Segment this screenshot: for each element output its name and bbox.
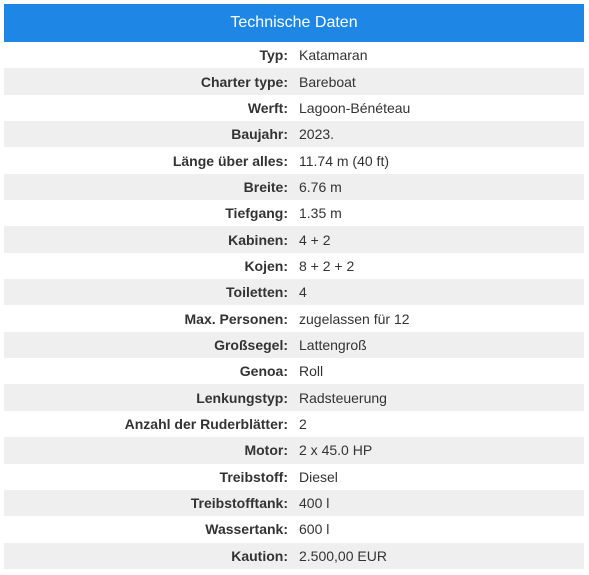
spec-value: 600 l — [299, 521, 330, 538]
spec-row-kaution: Kaution: 2.500,00 EUR — [4, 542, 584, 569]
spec-row-genoa: Genoa: Roll — [4, 358, 584, 384]
spec-value: Katamaran — [299, 47, 368, 64]
spec-value: 6.76 m — [299, 178, 342, 195]
spec-row-breite: Breite: 6.76 m — [4, 173, 584, 201]
spec-row-werft: Werft: Lagoon-Bénéteau — [4, 95, 584, 121]
spec-row-max-personen: Max. Personen: zugelassen für 12 — [4, 305, 584, 331]
spec-value: 400 l — [299, 495, 330, 512]
spec-row-grosssegel: Großsegel: Lattengroß — [4, 331, 584, 359]
spec-label: Breite: — [243, 178, 288, 195]
spec-value: 4 — [299, 284, 307, 301]
spec-label: Typ: — [259, 47, 288, 64]
spec-label: Wassertank: — [205, 521, 288, 538]
spec-row-baujahr: Baujahr: 2023. — [4, 121, 584, 148]
spec-value: 4 + 2 — [299, 231, 331, 248]
spec-row-lenkungstyp: Lenkungstyp: Radsteuerung — [4, 384, 584, 411]
spec-row-treibstofftank: Treibstofftank: 400 l — [4, 489, 584, 517]
spec-label: Kaution: — [231, 547, 288, 564]
spec-value: Lattengroß — [299, 336, 367, 353]
spec-label: Charter type: — [200, 73, 288, 90]
spec-row-toiletten: Toiletten: 4 — [4, 279, 584, 306]
spec-row-kojen: Kojen: 8 + 2 + 2 — [4, 253, 584, 279]
spec-value: 2.500,00 EUR — [299, 547, 387, 564]
spec-value: Diesel — [299, 468, 338, 485]
spec-label: Treibstoff: — [219, 468, 288, 485]
spec-row-ruderblaetter: Anzahl der Ruderblätter: 2 — [4, 411, 584, 437]
spec-label: Max. Personen: — [184, 310, 288, 327]
spec-label: Baujahr: — [231, 126, 288, 143]
spec-value: zugelassen für 12 — [299, 310, 410, 327]
spec-value: Lagoon-Bénéteau — [299, 99, 411, 116]
spec-label: Treibstofftank: — [190, 495, 288, 512]
spec-value: 2023. — [299, 126, 335, 143]
spec-row-typ: Typ: Katamaran — [4, 42, 584, 68]
spec-row-motor: Motor: 2 x 45.0 HP — [4, 437, 584, 464]
spec-row-laenge: Länge über alles: 11.74 m (40 ft) — [4, 147, 584, 173]
spec-row-kabinen: Kabinen: 4 + 2 — [4, 226, 584, 253]
spec-label: Kabinen: — [228, 231, 288, 248]
spec-value: Bareboat — [299, 73, 356, 90]
spec-row-tiefgang: Tiefgang: 1.35 m — [4, 200, 584, 226]
spec-row-wassertank: Wassertank: 600 l — [4, 516, 584, 542]
spec-value: 11.74 m (40 ft) — [299, 152, 390, 169]
spec-value: Radsteuerung — [299, 389, 387, 406]
spec-label: Lenkungstyp: — [196, 389, 288, 406]
spec-row-charter-type: Charter type: Bareboat — [4, 68, 584, 95]
technical-data-panel: Technische Daten Typ: Katamaran Charter … — [4, 4, 584, 569]
spec-label: Werft: — [247, 99, 288, 116]
spec-label: Anzahl der Ruderblätter: — [124, 415, 288, 432]
specs-table: Typ: Katamaran Charter type: Bareboat We… — [4, 42, 584, 569]
spec-label: Genoa: — [239, 363, 288, 380]
spec-value: 1.35 m — [299, 205, 342, 222]
panel-header: Technische Daten — [4, 4, 584, 42]
spec-label: Großsegel: — [214, 336, 288, 353]
spec-value: Roll — [299, 363, 324, 380]
spec-value: 2 — [299, 415, 307, 432]
spec-label: Motor: — [244, 442, 288, 459]
spec-label: Kojen: — [244, 257, 288, 274]
spec-label: Tiefgang: — [225, 205, 288, 222]
spec-value: 2 x 45.0 HP — [299, 442, 373, 459]
spec-value: 8 + 2 + 2 — [299, 257, 355, 274]
spec-label: Toiletten: — [226, 284, 288, 301]
spec-row-treibstoff: Treibstoff: Diesel — [4, 464, 584, 490]
spec-label: Länge über alles: — [172, 152, 288, 169]
